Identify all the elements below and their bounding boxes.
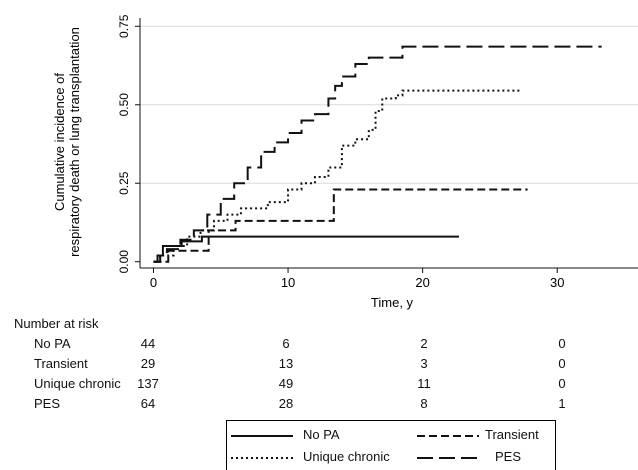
risk-row-label: Unique chronic (34, 376, 121, 391)
y-tick-label: 0.50 (117, 93, 131, 117)
axes: 0.00 0.25 0.50 0.75 0 10 20 30 (117, 14, 638, 290)
risk-row-label: PES (34, 396, 61, 411)
y-tick-label: 0.75 (117, 14, 131, 38)
y-tick-label: 0.25 (117, 171, 131, 195)
legend-label: Transient (485, 427, 539, 442)
legend-label: PES (495, 449, 522, 464)
risk-value: 49 (278, 376, 294, 391)
legend: No PA Transient Unique chronic PES (226, 420, 556, 470)
risk-row: PES 64 28 8 1 (0, 396, 638, 414)
risk-row-label: No PA (34, 336, 71, 351)
risk-value: 0 (558, 356, 566, 371)
risk-row: Unique chronic 137 49 11 0 (0, 376, 638, 394)
risk-value: 64 (140, 396, 156, 411)
risk-row: No PA 44 6 2 0 (0, 336, 638, 354)
risk-value: 137 (137, 376, 159, 391)
series-layer (153, 45, 602, 263)
risk-row-label: Transient (34, 356, 88, 371)
legend-swatch-solid (231, 435, 293, 437)
legend-label: Unique chronic (303, 449, 390, 464)
y-axis-label-line2: respiratory death or lung transplantatio… (67, 27, 82, 257)
series-line-transient (153, 188, 528, 263)
legend-label: No PA (303, 427, 340, 442)
series-line-unique-chronic (153, 89, 520, 263)
x-tick-label: 20 (415, 275, 429, 290)
risk-value: 2 (420, 336, 428, 351)
risk-value: 1 (558, 396, 566, 411)
x-tick-label: 0 (150, 275, 157, 290)
risk-value: 29 (140, 356, 156, 371)
risk-value: 6 (282, 336, 290, 351)
grid-lines (140, 25, 638, 184)
risk-value: 11 (417, 376, 431, 391)
x-tick-label: 10 (281, 275, 295, 290)
series-line-no-pa (153, 235, 459, 263)
y-tick-label: 0.00 (117, 250, 131, 274)
risk-row: Transient 29 13 3 0 (0, 356, 638, 374)
series-line-pes (153, 45, 602, 263)
risk-value: 28 (278, 396, 294, 411)
x-tick-label: 30 (550, 275, 564, 290)
x-axis-label: Time, y (371, 295, 414, 310)
legend-swatch-longdash (417, 457, 479, 459)
legend-swatch-dotted (231, 457, 293, 459)
y-axis-label-line1: Cumulative incidence of (52, 73, 67, 211)
risk-value: 8 (420, 396, 428, 411)
risk-value: 3 (420, 356, 428, 371)
risk-value: 0 (558, 336, 566, 351)
risk-value: 44 (140, 336, 156, 351)
risk-value: 13 (278, 356, 294, 371)
risk-table-title: Number at risk (14, 316, 99, 331)
legend-swatch-dashed (417, 435, 479, 437)
risk-value: 0 (558, 376, 566, 391)
